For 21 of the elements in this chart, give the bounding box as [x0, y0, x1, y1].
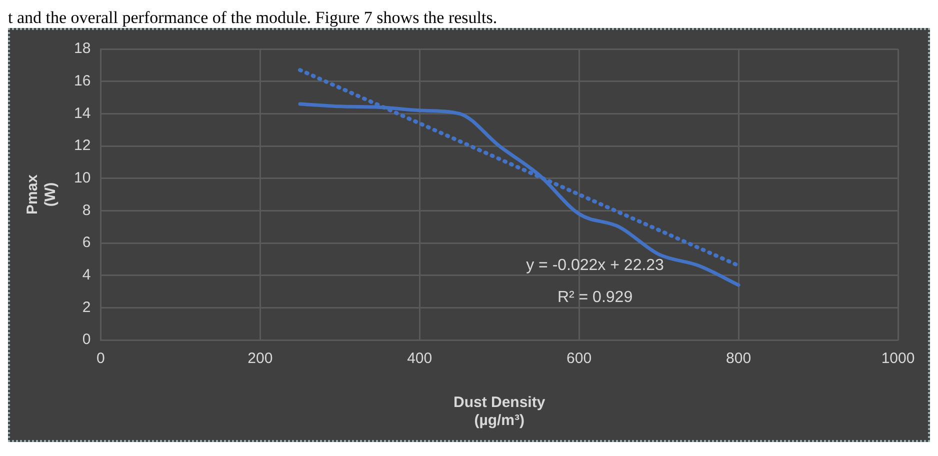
x-tick-label: 400 [407, 350, 432, 368]
y-tick-label: 14 [74, 104, 91, 122]
y-tick-label: 0 [82, 331, 91, 348]
x-tick-label: 800 [726, 350, 752, 368]
x-tick-label: 1000 [881, 350, 915, 368]
y-tick-label: 2 [82, 298, 91, 316]
y-tick-label: 6 [82, 234, 91, 252]
y-tick-label: 4 [82, 266, 91, 284]
x-tick-label: 0 [96, 350, 105, 368]
y-tick-label: 18 [74, 40, 91, 58]
x-tick-label: 200 [248, 350, 273, 368]
annotation: R² = 0.929 [557, 289, 633, 306]
y-tick-label: 12 [74, 137, 91, 154]
x-tick-label: 600 [566, 350, 592, 368]
x-axis-title: Dust Density (µg/m³) [454, 394, 546, 430]
y-tick-label: 16 [74, 72, 91, 90]
y-axis-title: Pmax (W) [24, 174, 60, 215]
text: t and the overall performance of the module. Figure 7 shows the results. [8, 8, 498, 28]
y-tick-label: 8 [82, 202, 91, 219]
y-tick-label: 10 [74, 169, 91, 186]
annotation: y = -0.022x + 22.23 [526, 257, 664, 274]
